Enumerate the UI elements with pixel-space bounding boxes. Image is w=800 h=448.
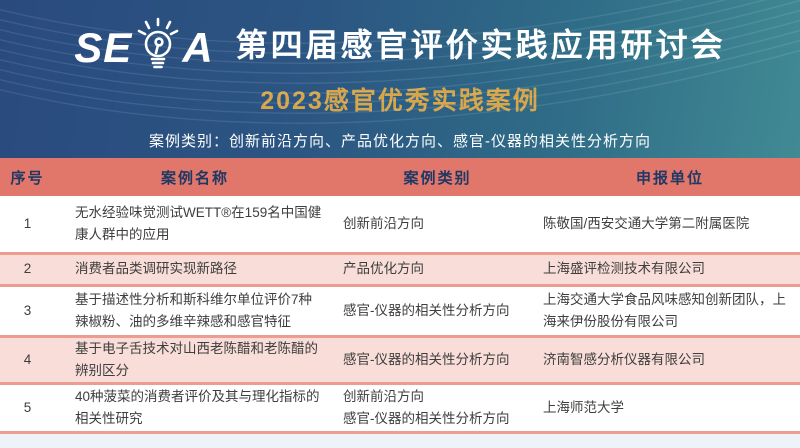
- cell-serial-number: 1: [0, 196, 55, 255]
- category-legend: 案例类别：创新前沿方向、产品优化方向、感官-仪器的相关性分析方向: [149, 133, 651, 150]
- cell-case-name: 无水经验味觉测试WETT®在159名中国健康人群中的应用: [55, 196, 335, 255]
- cell-applicant-unit: 陈敬国/西安交通大学第二附属医院: [540, 196, 800, 255]
- table-row: 2 消费者品类调研实现新路径 产品优化方向 上海盛评检测技术有限公司: [0, 253, 800, 287]
- category-line-item: 感官-仪器的相关性分析方向: [343, 302, 510, 318]
- cell-case-category: 感官-仪器的相关性分析方向: [335, 336, 540, 385]
- category-line-item: 产品优化方向: [343, 261, 424, 276]
- category-line-item: 感官-仪器的相关性分析方向: [343, 410, 510, 426]
- cell-case-category: 创新前沿方向感官-仪器的相关性分析方向: [335, 383, 540, 434]
- case-table-body: 1 无水经验味觉测试WETT®在159名中国健康人群中的应用 创新前沿方向 陈敬…: [0, 196, 800, 434]
- logo-text-se: SE: [74, 24, 133, 71]
- category-line-item: 感官-仪器的相关性分析方向: [343, 351, 510, 367]
- col-header-unit: 申报单位: [540, 158, 800, 196]
- cell-applicant-unit: 济南智感分析仪器有限公司: [540, 336, 800, 385]
- cell-serial-number: 2: [0, 253, 55, 287]
- cell-serial-number: 4: [0, 336, 55, 385]
- case-table: 序号 案例名称 案例类别 申报单位 1 无水经验味觉测试WETT®在159名中国…: [0, 158, 800, 434]
- cell-case-name: 基于电子舌技术对山西老陈醋和老陈醋的辨别区分: [55, 336, 335, 385]
- table-row: 1 无水经验味觉测试WETT®在159名中国健康人群中的应用 创新前沿方向 陈敬…: [0, 196, 800, 255]
- cell-serial-number: 3: [0, 285, 55, 338]
- cell-applicant-unit: 上海师范大学: [540, 383, 800, 434]
- cell-case-name: 基于描述性分析和斯科维尔单位评价7种辣椒粉、油的多维辛辣感和感官特征: [55, 285, 335, 338]
- table-row: 5 40种菠菜的消费者评价及其与理化指标的相关性研究 创新前沿方向感官-仪器的相…: [0, 383, 800, 434]
- category-line-item: 创新前沿方向: [343, 215, 424, 231]
- event-subtitle: 2023感官优秀实践案例: [260, 87, 540, 115]
- cell-case-category: 创新前沿方向: [335, 196, 540, 255]
- cell-case-name: 消费者品类调研实现新路径: [55, 253, 335, 287]
- conference-title: 第四届感官评价实践应用研讨会: [235, 27, 726, 63]
- sepa-logo: SE A: [74, 17, 213, 69]
- cell-case-category: 产品优化方向: [335, 253, 540, 287]
- cell-case-category: 感官-仪器的相关性分析方向: [335, 285, 540, 338]
- title-row: SE A: [74, 14, 725, 72]
- cell-applicant-unit: 上海盛评检测技术有限公司: [540, 253, 800, 287]
- cell-applicant-unit: 上海交通大学食品风味感知创新团队，上海来伊份股份有限公司: [540, 285, 800, 338]
- col-header-category: 案例类别: [335, 158, 540, 196]
- table-row: 4 基于电子舌技术对山西老陈醋和老陈醋的辨别区分 感官-仪器的相关性分析方向 济…: [0, 336, 800, 385]
- cell-case-name: 40种菠菜的消费者评价及其与理化指标的相关性研究: [55, 383, 335, 434]
- table-header-row: 序号 案例名称 案例类别 申报单位: [0, 158, 800, 196]
- logo-text-a: A: [182, 24, 214, 71]
- col-header-no: 序号: [0, 158, 55, 196]
- cell-serial-number: 5: [0, 383, 55, 434]
- category-line-item: 创新前沿方向: [343, 388, 424, 404]
- banner: SE A: [0, 0, 800, 158]
- col-header-name: 案例名称: [55, 158, 335, 196]
- table-row: 3 基于描述性分析和斯科维尔单位评价7种辣椒粉、油的多维辛辣感和感官特征 感官-…: [0, 285, 800, 338]
- lightbulb-icon: [138, 17, 179, 69]
